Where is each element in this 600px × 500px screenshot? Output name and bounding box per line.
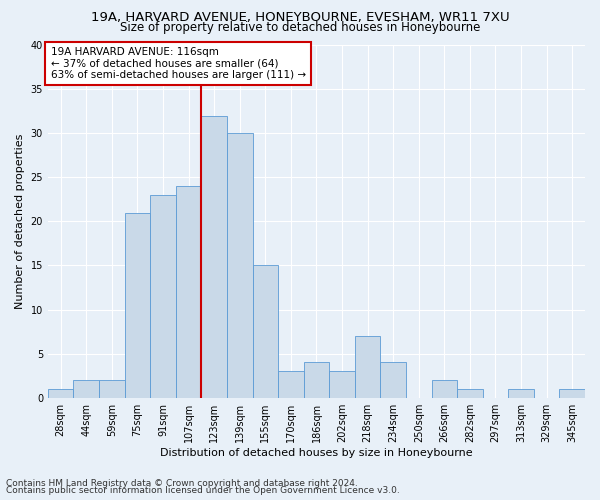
Bar <box>508 389 534 398</box>
Bar <box>431 380 457 398</box>
Bar <box>457 389 482 398</box>
Text: 19A, HARVARD AVENUE, HONEYBOURNE, EVESHAM, WR11 7XU: 19A, HARVARD AVENUE, HONEYBOURNE, EVESHA… <box>91 11 509 24</box>
Bar <box>278 372 304 398</box>
Bar <box>227 133 253 398</box>
Bar <box>73 380 99 398</box>
Bar <box>176 186 202 398</box>
Bar <box>304 362 329 398</box>
Bar <box>99 380 125 398</box>
Bar <box>355 336 380 398</box>
Text: Size of property relative to detached houses in Honeybourne: Size of property relative to detached ho… <box>120 21 480 34</box>
Bar <box>150 195 176 398</box>
Y-axis label: Number of detached properties: Number of detached properties <box>15 134 25 309</box>
Text: Contains HM Land Registry data © Crown copyright and database right 2024.: Contains HM Land Registry data © Crown c… <box>6 478 358 488</box>
X-axis label: Distribution of detached houses by size in Honeybourne: Distribution of detached houses by size … <box>160 448 473 458</box>
Bar <box>329 372 355 398</box>
Bar <box>125 212 150 398</box>
Text: 19A HARVARD AVENUE: 116sqm
← 37% of detached houses are smaller (64)
63% of semi: 19A HARVARD AVENUE: 116sqm ← 37% of deta… <box>50 47 306 80</box>
Bar <box>48 389 73 398</box>
Text: Contains public sector information licensed under the Open Government Licence v3: Contains public sector information licen… <box>6 486 400 495</box>
Bar <box>559 389 585 398</box>
Bar <box>253 266 278 398</box>
Bar <box>380 362 406 398</box>
Bar <box>202 116 227 398</box>
